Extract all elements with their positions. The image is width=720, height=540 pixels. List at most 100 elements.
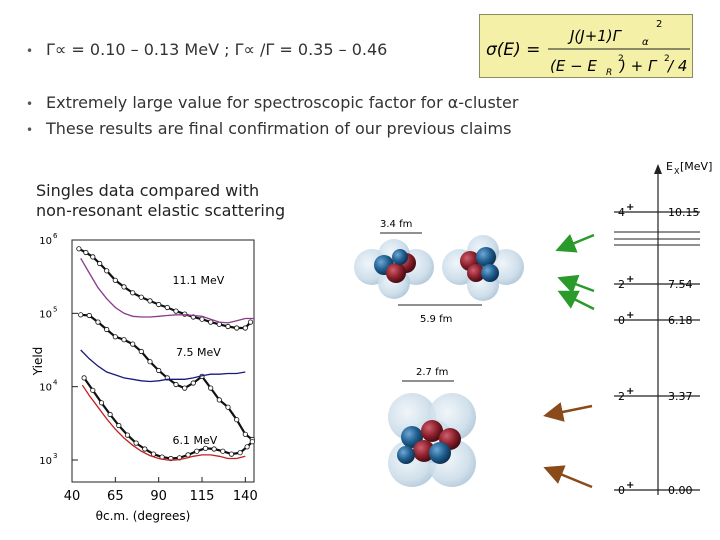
energy-axis-arrow <box>654 164 662 174</box>
data-point <box>86 312 92 319</box>
data-point <box>234 417 240 423</box>
level-parity: + <box>626 480 634 491</box>
data-point <box>97 260 103 267</box>
data-point <box>130 290 136 296</box>
data-point <box>156 367 162 374</box>
data-point <box>121 337 127 343</box>
y-tick-exponent: 6 <box>53 232 58 240</box>
data-point <box>112 277 118 283</box>
data-point <box>138 294 144 300</box>
label-3-4-fm: 3.4 fm <box>380 219 412 230</box>
formula-den-right: ) + Γ <box>619 57 658 75</box>
y-tick-exponent: 4 <box>53 379 58 387</box>
cluster-right <box>442 235 524 301</box>
data-point <box>147 359 153 365</box>
level-rows: 4 +10.152 +7.540 +6.182 +3.370 +0.00 <box>614 202 700 497</box>
bullet-text: These results are final confirmation of … <box>46 119 512 138</box>
data-point <box>190 380 196 386</box>
data-point <box>90 387 96 393</box>
series-line-5 <box>81 384 246 461</box>
data-point <box>173 381 179 388</box>
data-point <box>199 316 205 322</box>
formula-den-tail: / 4 <box>666 57 687 75</box>
green-arrow-1 <box>555 233 595 253</box>
data-point <box>182 385 188 391</box>
level-spin: 4 <box>618 206 625 219</box>
formula-den-sub: R <box>606 68 612 78</box>
level-energy: 6.18 <box>668 314 693 327</box>
cluster-diagram: 3.4 fm 5.9 fm 2.7 fm <box>354 219 595 489</box>
data-point <box>116 422 122 429</box>
data-point <box>173 308 179 314</box>
data-point <box>81 375 87 381</box>
x-axis-label: θc.m. (degrees) <box>96 509 191 523</box>
bullet-text: Extremely large value for spectroscopic … <box>46 93 519 112</box>
data-point <box>133 440 139 446</box>
data-point <box>147 298 153 304</box>
formula-den-sup: 2 <box>618 54 624 64</box>
y-tick-label: 10 <box>39 236 52 247</box>
data-point <box>142 446 148 452</box>
level-parity: + <box>626 274 634 285</box>
energy-header-unit: [MeV] <box>680 160 712 173</box>
level-energy: 3.37 <box>668 390 693 403</box>
data-point <box>156 301 162 308</box>
y-tick-exponent: 5 <box>53 305 57 313</box>
x-tick-label: 65 <box>107 489 124 504</box>
level-energy: 0.00 <box>668 484 693 497</box>
data-point <box>104 268 110 274</box>
data-point <box>225 404 231 410</box>
series-annotation: 11.1 MeV <box>173 274 225 287</box>
data-point <box>249 439 255 445</box>
data-point <box>104 326 110 333</box>
chart-labels: Yield θc.m. (degrees) 11.1 MeV 7.5 MeV 6.1 M… <box>31 274 225 523</box>
data-point <box>138 348 144 355</box>
caption-line-2: non-resonant elastic scattering <box>36 201 286 220</box>
y-tick-label: 10 <box>39 456 52 467</box>
formula-numerator: J(J+1)Γ <box>567 27 623 45</box>
data-point <box>237 450 243 456</box>
data-point <box>194 448 200 454</box>
energy-header-sub: X <box>674 167 680 176</box>
level-spin: 2 <box>618 278 625 291</box>
data-point <box>228 451 235 457</box>
data-point <box>202 445 209 451</box>
formula-box: σ(E) = J(J+1)Γ α 2 (E − E R 2 ) + Γ 2 / … <box>479 14 693 78</box>
data-point <box>124 432 131 438</box>
bullet-dot: • <box>26 123 34 137</box>
label-5-9-fm: 5.9 fm <box>420 314 452 325</box>
plot-frame <box>71 239 255 483</box>
brown-arrow-1 <box>543 402 593 422</box>
data-point <box>164 304 170 311</box>
x-tick-label: 140 <box>233 489 258 504</box>
data-point <box>95 319 101 325</box>
data-point <box>78 312 84 318</box>
formula-num-sub: α <box>642 37 649 48</box>
data-point <box>242 431 248 437</box>
x-tick-label: 90 <box>150 489 167 504</box>
data-point <box>220 448 226 454</box>
data-point <box>90 254 96 260</box>
green-arrow-3 <box>557 290 595 311</box>
energy-header-e: E <box>666 160 673 173</box>
formula-num-sup: 2 <box>656 19 662 30</box>
data-point <box>208 385 214 391</box>
data-point <box>234 325 240 331</box>
brown-arrow-2 <box>543 465 593 489</box>
level-spin: 0 <box>618 314 625 327</box>
data-point <box>107 411 113 418</box>
data-point <box>208 319 214 325</box>
x-tick-label: 40 <box>64 489 81 504</box>
data-point <box>98 400 105 406</box>
cluster-left <box>354 239 434 299</box>
data-point <box>216 397 222 403</box>
chart-caption: Singles data compared with non-resonant … <box>36 181 285 221</box>
level-parity: + <box>626 202 634 213</box>
caption-line-1: Singles data compared with <box>36 181 260 200</box>
x-tick-label: 115 <box>190 489 215 504</box>
bullet-spectroscopic: • Extremely large value for spectroscopic… <box>26 93 518 112</box>
series-line-1 <box>80 257 254 324</box>
data-point <box>185 452 191 458</box>
series-line-0 <box>78 247 252 330</box>
